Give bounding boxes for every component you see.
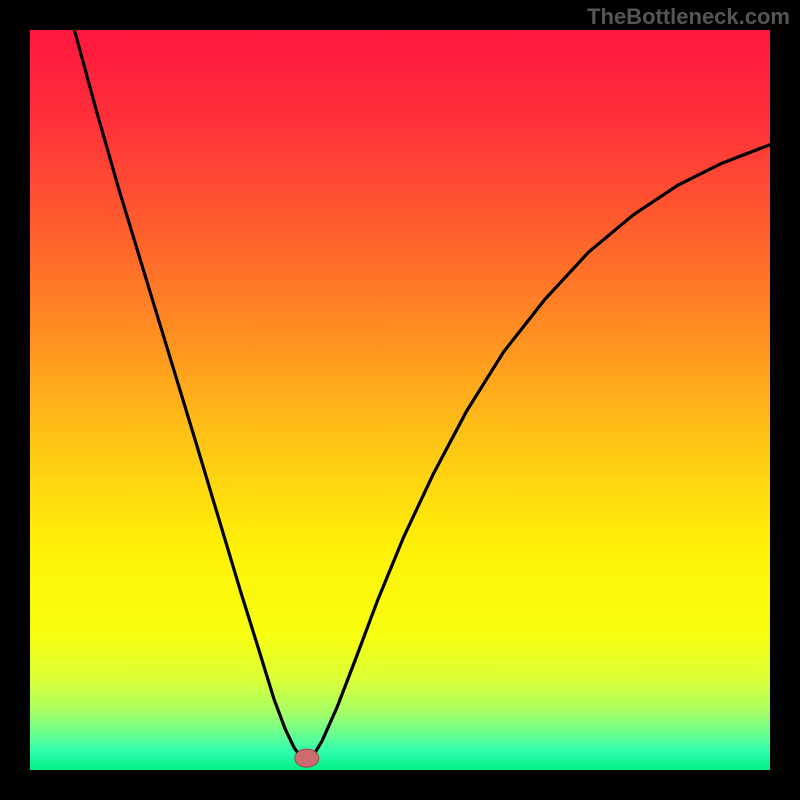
gradient-background	[30, 30, 770, 770]
plot-area	[30, 30, 770, 770]
optimum-marker	[295, 749, 319, 767]
watermark-text: TheBottleneck.com	[587, 4, 790, 30]
chart-frame: TheBottleneck.com	[0, 0, 800, 800]
bottleneck-curve	[30, 30, 770, 770]
